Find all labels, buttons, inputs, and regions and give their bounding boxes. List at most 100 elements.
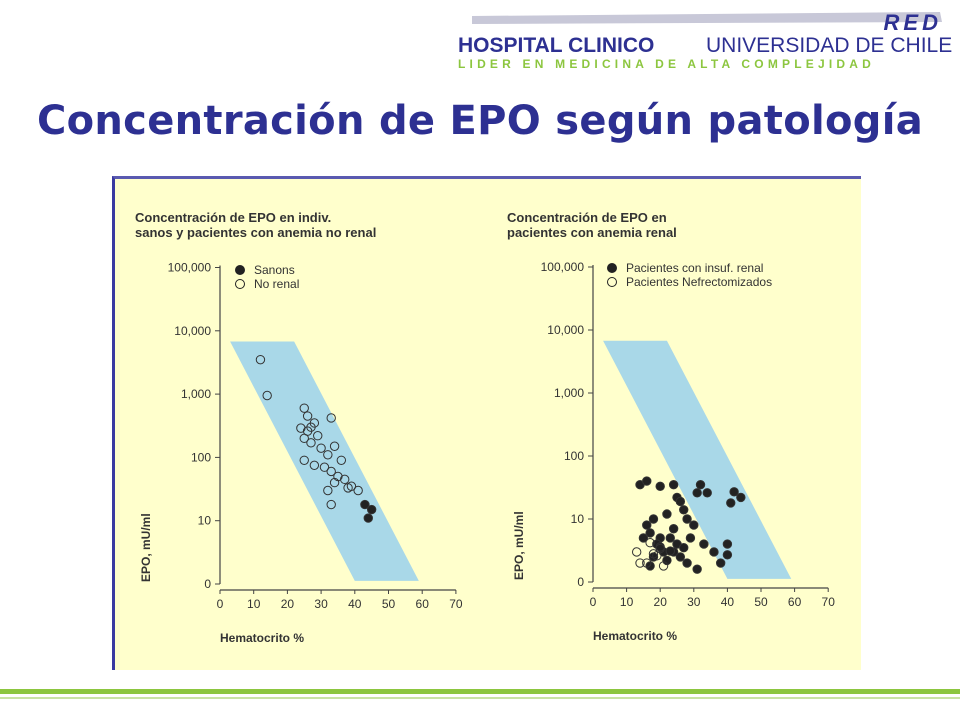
data-point xyxy=(729,487,739,497)
x-axis-label: Hematocrito % xyxy=(220,631,304,645)
data-point xyxy=(316,443,326,453)
data-point xyxy=(645,538,655,548)
data-point xyxy=(736,492,746,503)
data-point xyxy=(631,547,642,557)
logo-hospital-bold: HOSPITAL CLINICO xyxy=(458,34,654,57)
data-point xyxy=(679,543,689,553)
chart-title-line: Concentración de EPO en indiv. xyxy=(135,210,331,225)
chart-title-line: pacientes con anemia renal xyxy=(507,225,677,240)
y-tick-label: 100,000 xyxy=(168,261,212,275)
data-point xyxy=(702,488,712,498)
data-point xyxy=(668,524,679,534)
logo-tagline: LIDER EN MEDICINA DE ALTA COMPLEJIDAD xyxy=(458,57,875,71)
legend-label: Sanons xyxy=(254,263,295,277)
legend-label: Pacientes con insuf. renal xyxy=(626,261,763,275)
data-point xyxy=(326,466,336,477)
data-point xyxy=(685,533,696,543)
data-point xyxy=(329,477,340,488)
x-tick-label: 70 xyxy=(449,597,463,611)
legend-label: No renal xyxy=(254,277,299,291)
x-tick-label: 40 xyxy=(721,595,735,609)
x-tick-label: 0 xyxy=(217,597,224,611)
data-point xyxy=(682,514,692,524)
legend-marker xyxy=(607,263,617,273)
data-point xyxy=(689,520,699,530)
x-tick-label: 60 xyxy=(416,597,430,611)
data-point xyxy=(665,533,675,543)
data-point xyxy=(658,561,669,571)
normal-range-band xyxy=(230,341,419,581)
x-tick-label: 0 xyxy=(590,595,597,609)
data-point xyxy=(360,499,370,510)
y-tick-label: 100 xyxy=(564,449,584,463)
data-point xyxy=(339,474,350,485)
data-point xyxy=(715,558,726,568)
data-point xyxy=(343,483,353,493)
slide-title: Concentración de EPO según patología xyxy=(36,98,924,144)
data-point xyxy=(306,438,316,448)
data-point xyxy=(722,539,733,549)
x-tick-label: 40 xyxy=(348,597,362,611)
logo-hospital-rest: UNIVERSIDAD DE CHILE xyxy=(706,34,952,57)
data-point xyxy=(655,481,665,492)
x-axis-label: Hematocrito % xyxy=(593,629,677,643)
data-point xyxy=(353,485,363,496)
y-tick-label: 0 xyxy=(577,575,584,589)
y-tick-label: 10,000 xyxy=(174,324,211,338)
data-point xyxy=(302,426,313,436)
bottom-accent-line-light xyxy=(0,697,960,699)
x-tick-label: 30 xyxy=(687,595,701,609)
normal-range-band xyxy=(603,340,792,579)
data-point xyxy=(262,390,272,401)
data-point xyxy=(692,488,702,498)
data-point xyxy=(675,552,686,562)
legend-marker xyxy=(235,279,245,289)
data-point xyxy=(675,496,686,507)
y-tick-label: 10 xyxy=(198,514,212,528)
y-tick-label: 10,000 xyxy=(547,323,584,337)
data-point xyxy=(722,550,733,560)
data-point xyxy=(679,505,689,515)
data-point xyxy=(329,441,340,451)
data-point xyxy=(255,354,266,365)
x-tick-label: 10 xyxy=(247,597,261,611)
data-point xyxy=(642,520,652,530)
data-point xyxy=(645,528,655,538)
y-axis-label: EPO, mU/ml xyxy=(139,513,153,582)
y-tick-label: 0 xyxy=(204,577,211,591)
data-point xyxy=(695,480,706,490)
y-tick-label: 100,000 xyxy=(541,260,585,274)
legend-marker xyxy=(235,265,245,275)
chart-title-line: sanos y pacientes con anemia no renal xyxy=(135,225,376,240)
data-point xyxy=(668,480,679,490)
data-point xyxy=(642,476,652,486)
y-tick-label: 1,000 xyxy=(181,387,211,401)
chart-1: Concentración de EPO en indiv.sanos y pa… xyxy=(135,210,463,645)
data-point xyxy=(323,450,333,460)
legend-marker xyxy=(607,277,617,287)
y-tick-label: 100 xyxy=(191,450,211,464)
data-point xyxy=(642,558,652,568)
data-point xyxy=(299,455,309,465)
x-tick-label: 10 xyxy=(620,595,634,609)
y-axis-label: EPO, mU/ml xyxy=(512,511,526,580)
data-point xyxy=(638,533,649,543)
data-point xyxy=(682,558,692,568)
hospital-logo: RED HOSPITAL CLINICO UNIVERSIDAD DE CHIL… xyxy=(458,10,952,71)
x-tick-label: 50 xyxy=(382,597,396,611)
logo-red-text: RED xyxy=(884,10,942,35)
data-point xyxy=(323,485,333,496)
data-point xyxy=(366,504,377,515)
data-point xyxy=(662,555,672,566)
x-tick-label: 30 xyxy=(314,597,328,611)
x-tick-label: 50 xyxy=(754,595,768,609)
header-logo: RED HOSPITAL CLINICO UNIVERSIDAD DE CHIL… xyxy=(0,0,960,90)
bottom-accent-line xyxy=(0,689,960,694)
logo-swoosh xyxy=(472,12,942,24)
y-tick-label: 1,000 xyxy=(554,386,584,400)
x-tick-label: 20 xyxy=(281,597,295,611)
data-point xyxy=(363,513,373,523)
data-point xyxy=(309,460,320,471)
